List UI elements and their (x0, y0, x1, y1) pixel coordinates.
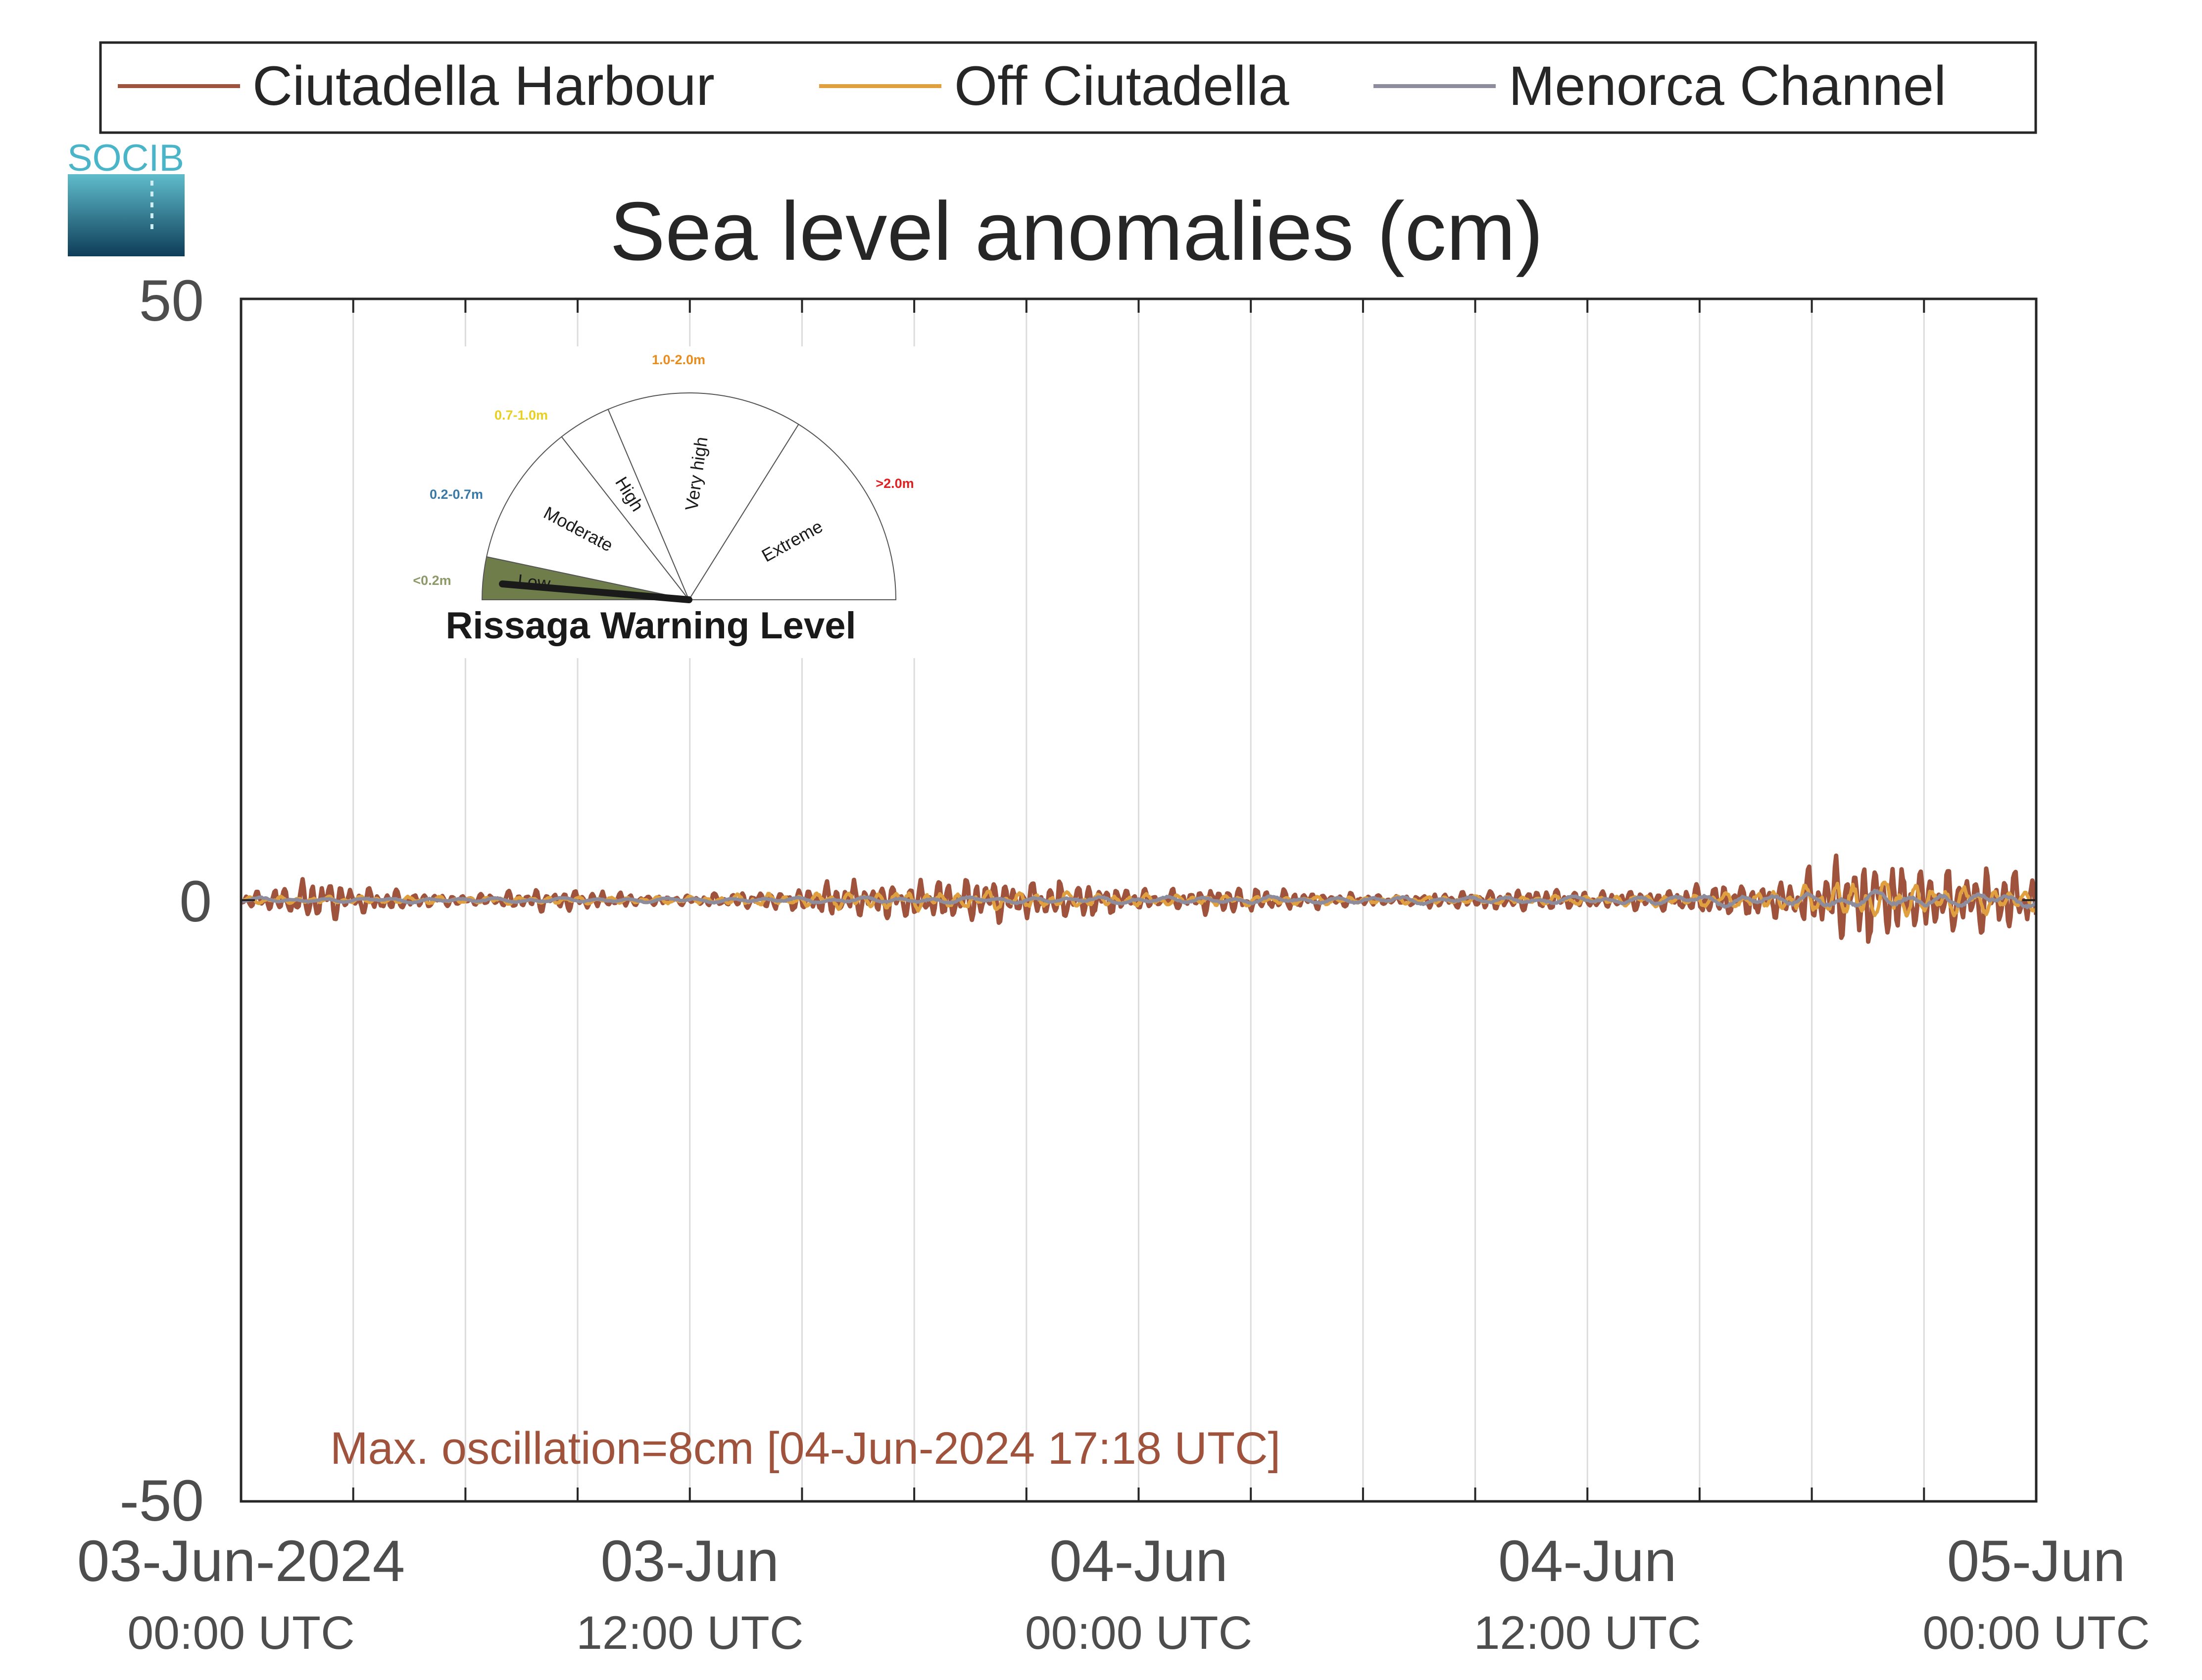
legend-box (99, 41, 2037, 134)
x-tick-time-label: 00:00 UTC (1922, 1607, 2150, 1659)
gauge-range-label: <0.2m (413, 573, 451, 588)
tick-marks (241, 298, 2036, 1502)
socib-logo: SOCIB (67, 137, 185, 256)
x-tick-time-label: 00:00 UTC (127, 1607, 354, 1659)
y-tick-label: -50 (119, 1468, 204, 1534)
chart-title: Sea level anomalies (cm) (610, 185, 1543, 278)
gauge-range-label: 1.0-2.0m (652, 352, 705, 367)
y-tick-label: 50 (139, 268, 204, 334)
gauge-title: Rissaga Warning Level (445, 605, 856, 647)
legend-label-menorca-channel: Menorca Channel (1509, 55, 1946, 117)
gauge-range-label: 0.7-1.0m (494, 408, 548, 423)
logo-text: SOCIB (67, 137, 184, 179)
series-layer (241, 853, 2036, 944)
x-tick-date-label: 05-Jun (1947, 1529, 2126, 1594)
x-tick-date-label: 03-Jun-2024 (77, 1529, 405, 1594)
gauge-sector-extreme (688, 424, 897, 600)
gauge-range-label: >2.0m (876, 476, 914, 491)
x-tick-time-label: 12:00 UTC (576, 1607, 803, 1659)
gauge-sector-very-high (607, 392, 799, 601)
legend-label-off-ciutadella: Off Ciutadella (954, 55, 1289, 117)
max-oscillation-annotation: Max. oscillation=8cm [04-Jun-2024 17:18 … (330, 1423, 1280, 1474)
x-tick-labels: 03-Jun-2024 00:00 UTC 03-Jun 12:00 UTC 04-Ju… (77, 1529, 2150, 1659)
gauge-needle (499, 580, 692, 603)
gauge-sector-moderate (486, 436, 690, 601)
x-tick-date-label: 04-Jun (1049, 1529, 1228, 1594)
x-tick-time-label: 00:00 UTC (1025, 1607, 1252, 1659)
x-tick-date-label: 03-Jun (600, 1529, 779, 1594)
x-tick-date-label: 04-Jun (1498, 1529, 1677, 1594)
legend: Ciutadella Harbour Off Ciutadella Menorc… (99, 41, 2037, 134)
legend-label-ciutadella-harbour: Ciutadella Harbour (252, 55, 715, 117)
y-tick-label: 0 (179, 869, 212, 934)
x-tick-time-label: 12:00 UTC (1474, 1607, 1701, 1659)
logo-wave-block (68, 174, 185, 256)
series-line-menorca-channel (241, 888, 2036, 910)
gauge-range-label: 0.2-0.7m (430, 487, 483, 502)
